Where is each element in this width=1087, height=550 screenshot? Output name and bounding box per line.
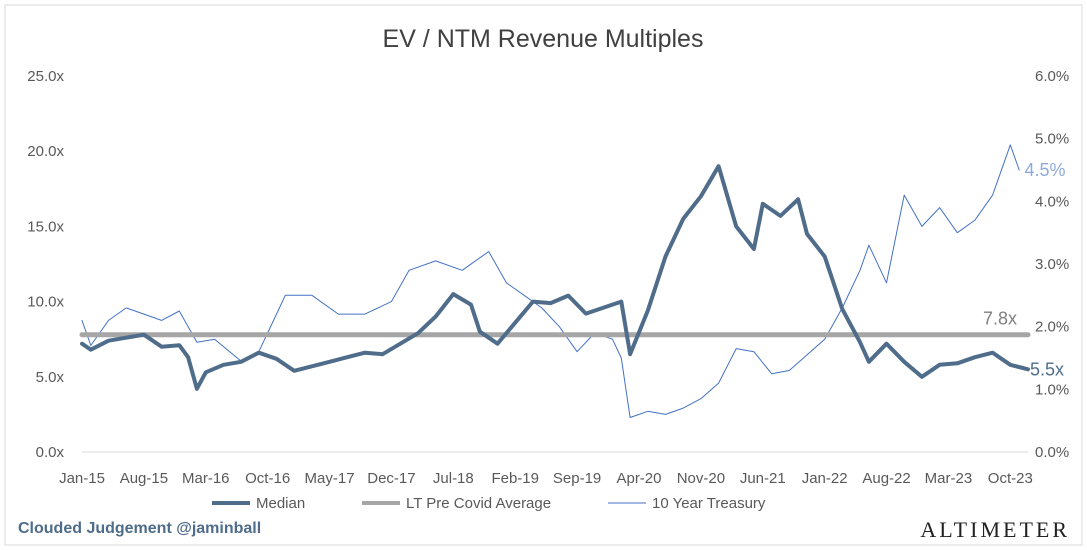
x-tick-label: Jan-15 — [59, 470, 105, 487]
x-tick-label: Mar-23 — [925, 470, 973, 487]
x-tick-label: Aug-15 — [120, 470, 168, 487]
x-tick-label: Apr-20 — [616, 470, 661, 487]
x-tick-label: Oct-23 — [988, 470, 1033, 487]
altimeter-logo: ALTIMETER — [920, 517, 1070, 542]
x-tick-label: Feb-19 — [491, 470, 539, 487]
end-label-median: 5.5x — [1030, 359, 1064, 379]
left-y-tick-label: 15.0x — [27, 218, 64, 235]
x-tick-label: Mar-16 — [182, 470, 230, 487]
x-tick-label: Jul-18 — [433, 470, 474, 487]
right-y-tick-label: 1.0% — [1035, 381, 1069, 398]
left-y-tick-label: 0.0x — [36, 444, 65, 461]
plot-area — [79, 144, 1031, 418]
left-y-tick-label: 5.0x — [36, 369, 65, 386]
x-tick-label: Sep-19 — [553, 470, 601, 487]
x-axis: Jan-15 Aug-15 Mar-16 Oct-16 May-17 Dec-17 Jul-… — [59, 451, 1033, 487]
chart-border — [4, 4, 1083, 546]
end-labels: 5.5x 7.8x 4.5% — [983, 160, 1066, 379]
right-y-tick-label: 5.0% — [1035, 131, 1069, 148]
right-y-tick-label: 2.0% — [1035, 319, 1069, 336]
x-tick-label: Dec-17 — [367, 470, 415, 487]
left-y-tick-label: 10.0x — [27, 294, 64, 311]
left-y-tick-label: 25.0x — [27, 68, 64, 85]
credit-text: Clouded Judgement @jaminball — [18, 520, 261, 537]
legend-label: LT Pre Covid Average — [406, 495, 551, 512]
right-y-axis: 0.0% 1.0% 2.0% 3.0% 4.0% 5.0% 6.0% — [1035, 68, 1069, 461]
series-line-median — [80, 164, 1030, 391]
legend-label: 10 Year Treasury — [652, 495, 766, 512]
x-tick-label: Jun-21 — [740, 470, 786, 487]
x-tick-label: Aug-22 — [862, 470, 910, 487]
chart-title: EV / NTM Revenue Multiples — [383, 25, 704, 53]
left-y-axis: 0.0x 5.0x 10.0x 15.0x 20.0x 25.0x — [27, 68, 64, 461]
legend-label: Median — [256, 495, 305, 512]
right-y-tick-label: 6.0% — [1035, 68, 1069, 85]
x-tick-label: Jan-22 — [802, 470, 848, 487]
left-y-tick-label: 20.0x — [27, 143, 64, 160]
end-label-10-year-treasury: 4.5% — [1024, 160, 1065, 180]
x-tick-label: Oct-16 — [245, 470, 290, 487]
end-label-lt-pre-covid-average: 7.8x — [983, 309, 1017, 329]
right-y-tick-label: 3.0% — [1035, 256, 1069, 273]
right-y-tick-label: 4.0% — [1035, 193, 1069, 210]
legend: Median LT Pre Covid Average 10 Year Treasu… — [212, 495, 766, 512]
x-tick-label: Nov-20 — [677, 470, 725, 487]
right-y-tick-label: 0.0% — [1035, 444, 1069, 461]
x-tick-label: May-17 — [305, 470, 355, 487]
